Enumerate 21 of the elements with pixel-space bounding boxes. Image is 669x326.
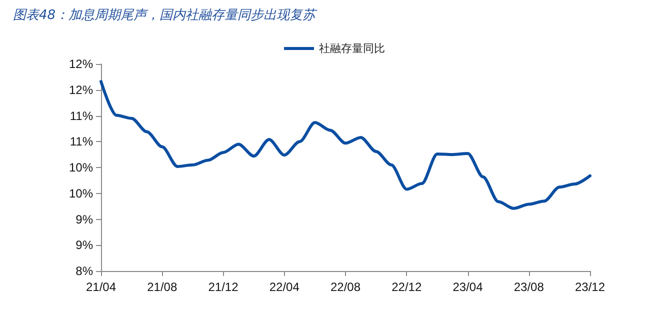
y-tick-label: 10% (68, 160, 94, 174)
x-tick-label: 23/04 (452, 280, 484, 294)
y-tick-label: 12% (68, 57, 94, 71)
y-tick-label: 11% (70, 134, 94, 149)
chart-title: 图表48：加息周期尾声，国内社融存量同步出现复苏 (13, 8, 318, 23)
y-tick-label: 9% (76, 212, 94, 226)
x-tick-label: 21/08 (147, 280, 178, 294)
legend-label: 社融存量同比 (319, 42, 385, 55)
x-tick-label: 21/04 (86, 280, 116, 294)
x-tick-label: 23/08 (514, 280, 544, 294)
line-series (100, 80, 592, 210)
y-tick-label: 12% (68, 82, 94, 97)
y-tick-label: 11% (70, 108, 94, 123)
x-tick-label: 21/12 (208, 280, 239, 294)
x-tick-label: 23/12 (574, 280, 606, 294)
x-tick-label: 22/12 (392, 280, 422, 294)
y-tick-label: 10% (68, 186, 94, 200)
text: 8% (76, 264, 93, 278)
x-tick-label: 22/08 (330, 280, 361, 294)
x-tick-label: 22/04 (269, 280, 300, 294)
y-tick-label: 9% (76, 238, 94, 252)
